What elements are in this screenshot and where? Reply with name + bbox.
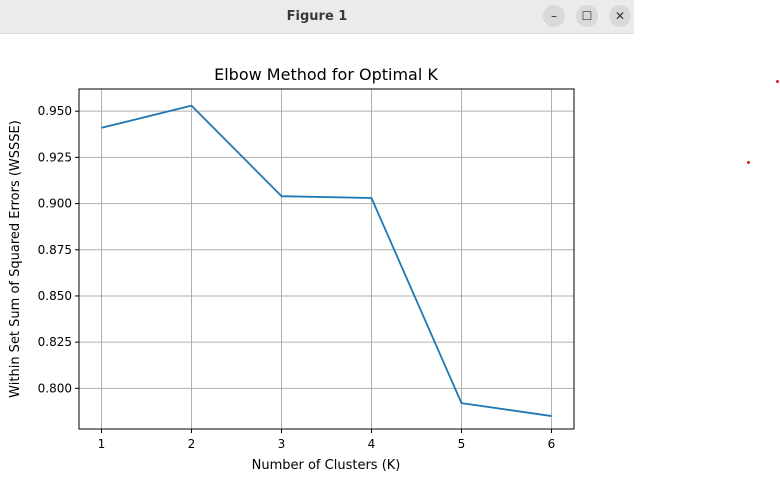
stray-red-dot xyxy=(747,161,750,164)
chart-title: Elbow Method for Optimal K xyxy=(214,65,438,84)
ticks: 1 2 3 4 5 6 0.800 0.825 0.850 0.875 0.900 0.925 0.95… xyxy=(38,104,556,451)
x-tick-label: 3 xyxy=(278,437,286,451)
y-tick-label: 0.825 xyxy=(38,335,72,349)
window-titlebar[interactable]: Figure 1 – ☐ ✕ xyxy=(0,0,634,34)
close-button[interactable]: ✕ xyxy=(609,5,631,27)
x-tick-label: 2 xyxy=(188,437,196,451)
y-tick-label: 0.800 xyxy=(38,381,72,395)
figure-window: Figure 1 – ☐ ✕ Elbow Method for Optimal … xyxy=(0,0,634,473)
x-axis-label: Number of Clusters (K) xyxy=(252,458,401,473)
x-tick-label: 4 xyxy=(368,437,376,451)
axes-frame xyxy=(78,88,575,430)
x-tick-label: 5 xyxy=(458,437,466,451)
y-axis-label: Within Set Sum of Squared Errors (WSSSE) xyxy=(8,120,23,398)
y-tick-label: 0.950 xyxy=(38,104,72,118)
stray-red-dot xyxy=(776,80,779,83)
minimize-button[interactable]: – xyxy=(543,5,565,27)
series-line xyxy=(101,104,552,417)
y-tick-label: 0.900 xyxy=(38,197,72,211)
y-tick-label: 0.925 xyxy=(38,150,72,164)
y-tick-label: 0.850 xyxy=(38,289,72,303)
close-icon: ✕ xyxy=(614,9,626,23)
grid-lines xyxy=(79,89,574,429)
elbow-chart: Elbow Method for Optimal K 1 2 3 4 5 6 0.800 0.… xyxy=(8,65,575,473)
minimize-icon: – xyxy=(551,9,557,23)
window-title: Figure 1 xyxy=(286,9,348,24)
maximize-icon: ☐ xyxy=(581,9,593,23)
x-tick-label: 6 xyxy=(548,437,556,451)
y-tick-label: 0.875 xyxy=(38,243,72,257)
x-tick-label: 1 xyxy=(98,437,106,451)
series-layer xyxy=(101,104,552,417)
maximize-button[interactable]: ☐ xyxy=(576,5,598,27)
